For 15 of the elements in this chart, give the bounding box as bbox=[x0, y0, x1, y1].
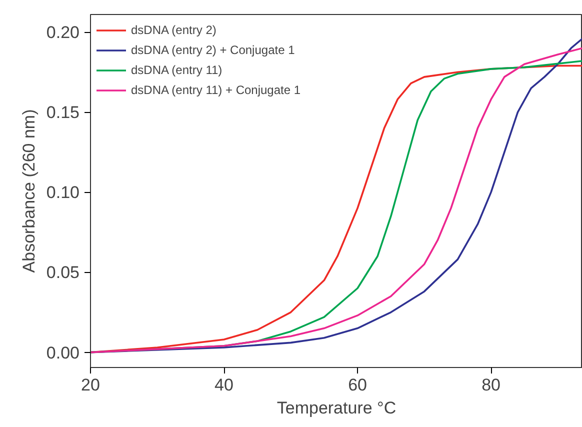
x-tick-label: 80 bbox=[482, 376, 501, 394]
x-tick-label: 40 bbox=[214, 376, 234, 394]
y-tick-label: 0.00 bbox=[46, 343, 80, 362]
y-tick-label: 0.05 bbox=[46, 263, 80, 282]
y-axis-title: Absorbance (260 nm) bbox=[19, 109, 38, 273]
x-tick-label: 20 bbox=[81, 376, 100, 394]
y-tick-label: 0.15 bbox=[46, 103, 80, 122]
x-tick-label: 60 bbox=[348, 376, 367, 394]
y-tick-label: 0.20 bbox=[46, 23, 80, 42]
legend-label: dsDNA (entry 2) bbox=[131, 23, 216, 37]
x-axis-title: Temperature °C bbox=[276, 398, 396, 418]
legend-label: dsDNA (entry 2) + Conjugate 1 bbox=[131, 43, 295, 57]
legend-label: dsDNA (entry 11) + Conjugate 1 bbox=[131, 83, 301, 97]
legend-label: dsDNA (entry 11) bbox=[131, 63, 222, 77]
y-tick-label: 0.10 bbox=[46, 183, 80, 202]
